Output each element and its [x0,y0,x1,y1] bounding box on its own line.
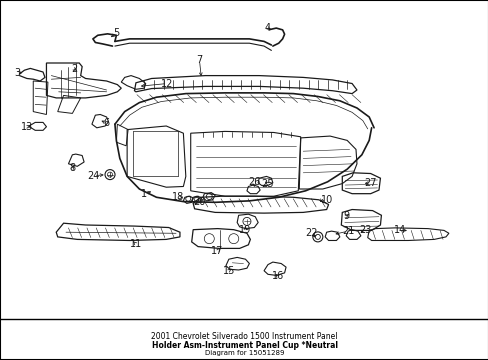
Text: 2001 Chevrolet Silverado 1500 Instrument Panel: 2001 Chevrolet Silverado 1500 Instrument… [151,332,337,341]
Text: 8: 8 [69,163,75,174]
Text: 26: 26 [247,177,260,187]
Text: 1: 1 [141,189,147,199]
Text: Holder Asm-Instrument Panel Cup *Neutral: Holder Asm-Instrument Panel Cup *Neutral [151,341,337,350]
Text: 20: 20 [193,197,205,207]
Text: 2: 2 [71,64,77,74]
Text: 23: 23 [359,225,371,235]
Text: 11: 11 [129,239,142,249]
Text: 12: 12 [161,78,173,89]
Text: 13: 13 [20,122,33,132]
Text: 25: 25 [261,179,274,189]
Text: 27: 27 [364,178,376,188]
Text: 16: 16 [271,271,284,282]
Text: 15: 15 [222,266,235,276]
Text: 18: 18 [172,192,184,202]
Text: 3: 3 [14,68,20,78]
Text: 10: 10 [320,195,332,205]
Text: 17: 17 [211,246,224,256]
Text: 7: 7 [196,55,202,66]
Text: 4: 4 [264,23,270,33]
Text: 6: 6 [103,118,109,128]
Text: 19: 19 [239,225,251,235]
Text: 9: 9 [343,211,348,221]
Text: 14: 14 [393,225,406,235]
Text: Diagram for 15051289: Diagram for 15051289 [204,350,284,356]
Text: 22: 22 [305,228,318,238]
Text: 21: 21 [341,226,354,236]
Text: 24: 24 [87,171,100,181]
Text: 5: 5 [113,28,119,38]
